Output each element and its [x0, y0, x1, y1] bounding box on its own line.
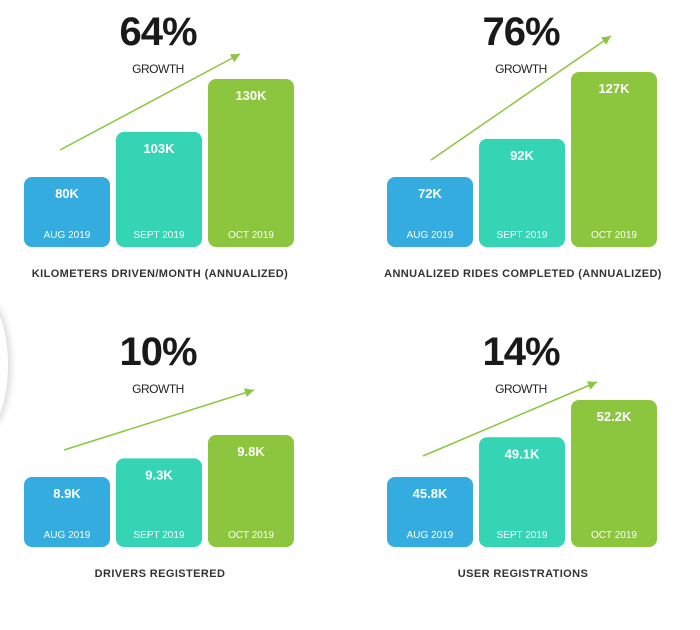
- decorative-arc: [0, 300, 8, 430]
- bar-chart-km-driven: 80K AUG 2019 103K SEPT 2019 130K OCT 2019: [24, 53, 294, 247]
- bar-value-label: 9.8K: [237, 444, 265, 459]
- growth-arrow-line: [63, 389, 255, 451]
- bar-category-label: AUG 2019: [44, 530, 91, 541]
- growth-arrow-line: [430, 35, 612, 161]
- growth-arrow-line: [59, 53, 241, 151]
- growth-label: GROWTH: [495, 62, 547, 76]
- bar-oct-2019: [571, 400, 657, 547]
- bar-value-label: 8.9K: [53, 486, 81, 501]
- growth-label: GROWTH: [132, 62, 184, 76]
- bar-value-label: 52.2K: [597, 409, 632, 424]
- bar-chart-rides-completed: 72K AUG 2019 92K SEPT 2019 127K OCT 2019: [387, 35, 657, 247]
- bar-oct-2019: [571, 72, 657, 247]
- growth-percentage: 14%: [482, 330, 560, 374]
- bar-sept-2019: [479, 437, 565, 547]
- chart-caption: KILOMETERS DRIVEN/MONTH (ANNUALIZED): [31, 268, 289, 280]
- growth-arrow-line: [422, 381, 598, 457]
- bar-category-label: SEPT 2019: [134, 230, 185, 241]
- growth-percentage: 64%: [119, 10, 197, 54]
- bar-category-label: OCT 2019: [228, 530, 274, 541]
- bar-oct-2019: [208, 79, 294, 247]
- bar-value-label: 45.8K: [413, 486, 448, 501]
- bar-value-label: 80K: [55, 186, 79, 201]
- chart-panel-user-registrations: 14% GROWTH 45.8K AUG 2019 49.1K SEPT 2019 52…: [383, 330, 683, 630]
- growth-arrow-head: [586, 381, 597, 390]
- bar-category-label: AUG 2019: [407, 530, 454, 541]
- bar-chart-user-registrations: 45.8K AUG 2019 49.1K SEPT 2019 52.2K OCT 2019: [387, 381, 657, 547]
- bar-category-label: OCT 2019: [228, 230, 274, 241]
- bar-sept-2019: [479, 138, 565, 247]
- bar-value-label: 9.3K: [145, 467, 173, 482]
- growth-arrow-head: [229, 54, 240, 63]
- chart-panel-km-driven: 64% GROWTH 80K AUG 2019 103K SEPT 2019 130K O…: [20, 10, 320, 310]
- bar-aug-2019: [387, 177, 473, 247]
- bar-category-label: SEPT 2019: [134, 530, 185, 541]
- bar-value-label: 72K: [418, 186, 442, 201]
- bar-value-label: 49.1K: [505, 446, 540, 461]
- growth-label: GROWTH: [132, 382, 184, 396]
- growth-arrow-head: [601, 36, 611, 45]
- bar-chart-drivers-registered: 8.9K AUG 2019 9.3K SEPT 2019 9.8K OCT 2019: [24, 388, 294, 547]
- chart-caption: USER REGISTRATIONS: [457, 568, 589, 580]
- bar-category-label: AUG 2019: [407, 230, 454, 241]
- bar-aug-2019: [24, 477, 110, 547]
- bar-value-label: 127K: [598, 81, 630, 96]
- bar-value-label: 92K: [510, 148, 534, 163]
- bar-aug-2019: [24, 177, 110, 247]
- chart-panel-rides-completed: 76% GROWTH 72K AUG 2019 92K SEPT 2019 127K OC…: [383, 10, 683, 310]
- growth-label: GROWTH: [495, 382, 547, 396]
- bar-category-label: OCT 2019: [591, 230, 637, 241]
- bar-category-label: AUG 2019: [44, 230, 91, 241]
- growth-arrow-head: [244, 388, 254, 398]
- bar-category-label: SEPT 2019: [497, 230, 548, 241]
- bar-value-label: 103K: [143, 141, 175, 156]
- chart-caption: DRIVERS REGISTERED: [94, 568, 226, 580]
- bar-category-label: OCT 2019: [591, 530, 637, 541]
- bar-category-label: SEPT 2019: [497, 530, 548, 541]
- chart-caption: ANNUALIZED RIDES COMPLETED (ANNUALIZED): [384, 268, 662, 280]
- growth-percentage: 76%: [482, 10, 560, 54]
- bar-sept-2019: [116, 131, 202, 247]
- bar-oct-2019: [208, 435, 294, 547]
- bar-aug-2019: [387, 477, 473, 547]
- growth-percentage: 10%: [119, 330, 197, 374]
- bar-value-label: 130K: [235, 88, 267, 103]
- bar-sept-2019: [116, 458, 202, 547]
- chart-panel-drivers-registered: 10% GROWTH 8.9K AUG 2019 9.3K SEPT 2019 9.8K…: [20, 330, 320, 630]
